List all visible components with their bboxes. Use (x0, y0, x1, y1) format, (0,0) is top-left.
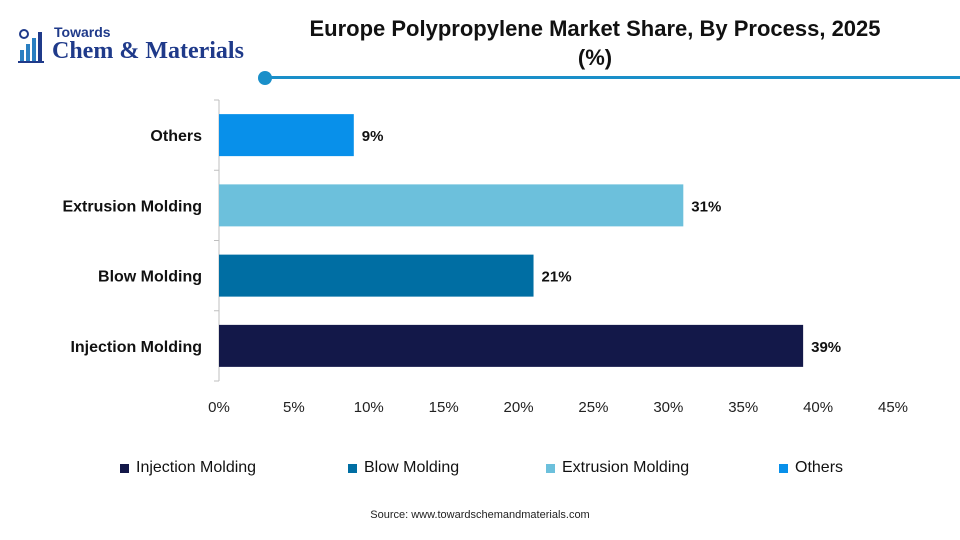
x-tick-label: 15% (429, 399, 459, 416)
logo-name-text: Chem & Materials (52, 38, 244, 64)
legend-swatch (120, 463, 129, 473)
title-rule-dot (258, 71, 272, 85)
y-tick-label: Others (150, 128, 202, 145)
x-tick-label: 20% (504, 399, 534, 416)
chart-legend: Injection Molding Blow Molding Extrusion M… (0, 459, 960, 481)
x-tick-label: 35% (728, 399, 758, 416)
legend-label: Others (795, 459, 844, 476)
source-note: Source: www.towardschemandmaterials.com (370, 509, 590, 521)
y-tick-label: Extrusion Molding (62, 198, 202, 215)
legend-label: Blow Molding (364, 459, 460, 476)
data-label: 21% (542, 269, 572, 286)
data-label: 39% (811, 339, 841, 356)
legend-item: Extrusion Molding (546, 459, 689, 477)
x-tick-label: 10% (354, 399, 384, 416)
x-tick-label: 45% (878, 399, 908, 416)
brand-logo: Towards Chem & Materials (14, 12, 254, 72)
bar-blow-molding (219, 254, 534, 297)
legend-swatch (779, 463, 788, 473)
logo-towards-text: Towards (54, 24, 111, 40)
bar-chart: Injection Molding 39% Blow Molding 21% Extru… (62, 99, 908, 416)
x-tick-label: 30% (653, 399, 683, 416)
bar-others (219, 114, 354, 157)
legend-item: Others (779, 459, 843, 477)
y-tick-label: Injection Molding (70, 339, 202, 356)
bar-extrusion-molding (219, 184, 684, 227)
x-tick-label: 25% (578, 399, 608, 416)
legend-label: Injection Molding (136, 459, 257, 476)
legend-swatch (546, 463, 555, 473)
chart-title: Europe Polypropylene Market Share, By Pr… (309, 16, 881, 70)
legend-swatch (348, 463, 357, 473)
legend-label: Extrusion Molding (562, 459, 690, 476)
x-tick-label: 0% (208, 399, 230, 416)
y-tick-label: Blow Molding (98, 269, 202, 286)
bar-injection-molding (219, 324, 804, 367)
legend-item: Injection Molding (120, 459, 256, 477)
data-label: 9% (362, 128, 384, 145)
flask-icon (18, 29, 44, 63)
x-tick-label: 40% (803, 399, 833, 416)
x-tick-label: 5% (283, 399, 305, 416)
title-rule-line (268, 76, 960, 79)
data-label: 31% (691, 198, 721, 215)
legend-item: Blow Molding (348, 459, 459, 477)
